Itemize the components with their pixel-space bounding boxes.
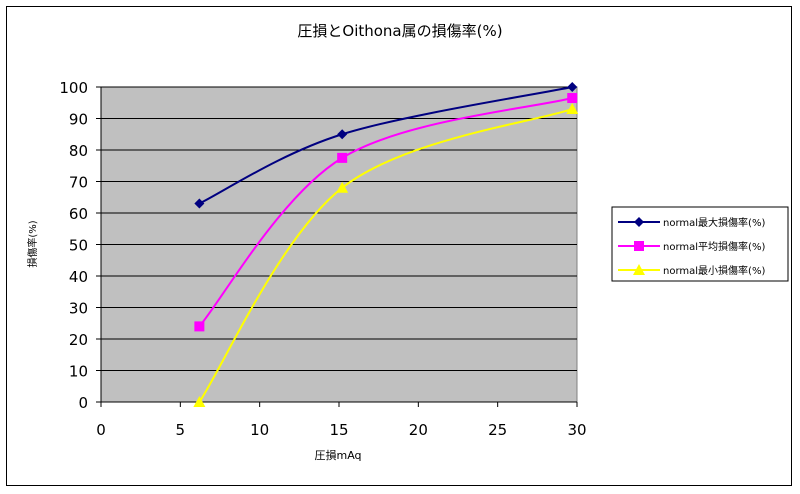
y-tick-label: 90 [69,111,88,129]
y-tick-label: 0 [78,394,88,412]
x-axis-label: 圧損mAq [314,448,361,462]
y-tick-label: 50 [69,237,88,255]
legend-label: normal最大損傷率(%) [663,216,765,229]
legend-item-2: normal平均損傷率(%) [618,240,765,253]
series-1 [194,82,578,209]
data-point [193,396,206,407]
x-tick-label: 0 [96,421,106,439]
y-tick-label: 20 [69,331,88,349]
data-point [567,82,578,92]
data-point [566,103,579,115]
series-2 [194,93,578,332]
legend-swatch-marker [634,217,644,227]
series-line [198,86,573,205]
x-tick-label: 15 [329,421,348,439]
data-point [336,181,349,193]
data-point [567,93,578,104]
x-tick-label: 5 [176,421,186,439]
y-tick-label: 30 [69,300,88,318]
series-3 [193,103,579,407]
x-tick-label: 30 [567,421,586,439]
chart-title: 圧損とOithona属の損傷率(%) [297,22,502,40]
legend-label: normal平均損傷率(%) [663,240,765,253]
legend-swatch-marker [634,241,644,251]
y-tick-label: 100 [59,79,88,97]
y-axis-ticks: 0 10 20 30 40 50 60 70 80 90 100 [59,79,101,412]
legend-swatch-marker [633,264,645,275]
y-tick-label: 40 [69,268,88,286]
legend-item-3: normal最小損傷率(%) [618,264,765,277]
legend-item-1: normal最大損傷率(%) [618,216,765,229]
y-tick-label: 60 [69,205,88,223]
y-tick-label: 10 [69,363,88,381]
data-point [194,321,205,332]
legend-items: normal最大損傷率(%) normal平均損傷率(%) normal最小損傷率(… [618,216,765,277]
legend-label: normal最小損傷率(%) [663,264,765,277]
x-tick-label: 20 [409,421,428,439]
y-tick-label: 70 [69,174,88,192]
data-point [194,198,205,209]
series-layer [193,82,579,407]
y-tick-label: 80 [69,142,88,160]
data-point [337,129,348,140]
x-tick-label: 25 [488,421,507,439]
x-tick-label: 10 [250,421,269,439]
x-axis-ticks: 0 5 10 15 20 25 30 [96,402,587,439]
data-point [337,152,348,163]
grid [101,86,577,371]
legend: normal最大損傷率(%) normal平均損傷率(%) normal最小損傷率(… [611,206,789,282]
y-axis-label: 損傷率(%) [26,220,39,267]
